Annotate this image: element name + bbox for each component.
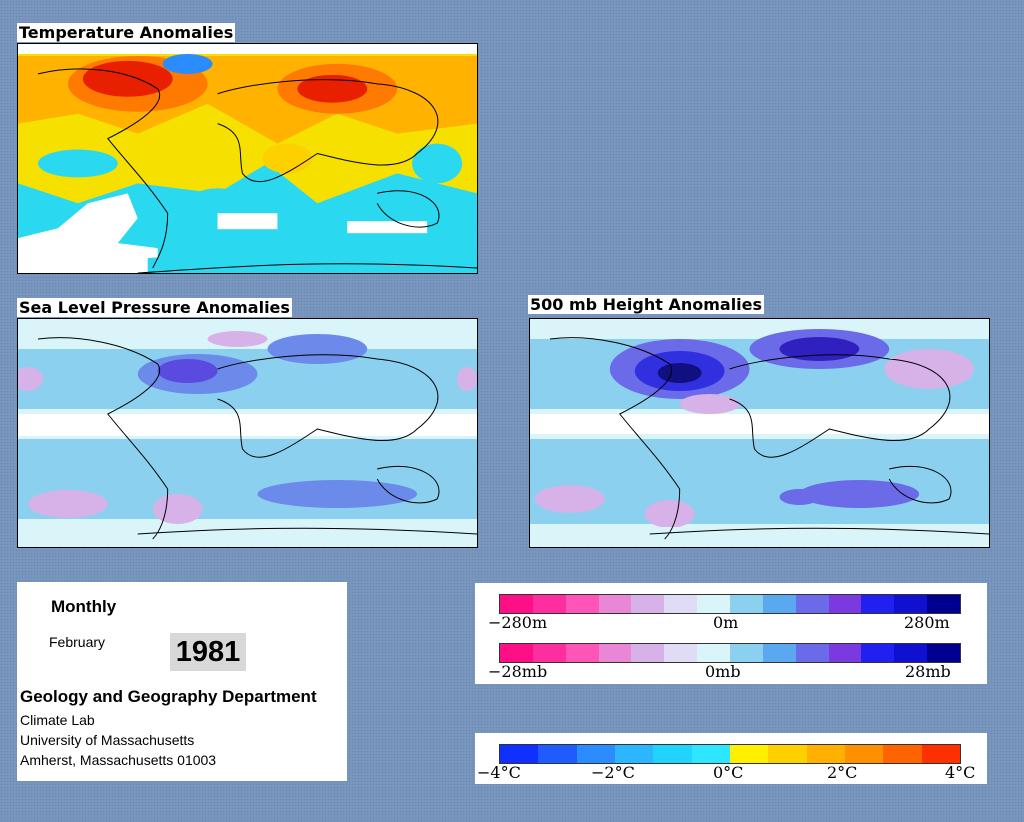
pressure-tick-zero: 0mb xyxy=(705,662,741,681)
month-label: February xyxy=(49,634,106,650)
pressure-tick-labels: −28mb 0mb 28mb xyxy=(475,662,987,682)
university-line: University of Massachusetts xyxy=(20,732,195,748)
temperature-title: Temperature Anomalies xyxy=(17,23,236,42)
height-title: 500 mb Height Anomalies xyxy=(528,295,765,314)
pressure-swatch xyxy=(894,644,928,662)
pressure-swatch xyxy=(500,644,533,662)
height-pressure-legend: −280m 0m 280m −28mb 0mb 28mb xyxy=(475,583,987,684)
height-tick-zero: 0m xyxy=(713,613,739,632)
pressure-swatch xyxy=(565,644,599,662)
temperature-swatch xyxy=(538,745,577,763)
pressure-swatch xyxy=(828,644,862,662)
period-label: Monthly xyxy=(51,597,117,616)
temperature-swatch xyxy=(691,745,730,763)
pressure-tick-max: 28mb xyxy=(905,662,951,681)
height-swatch xyxy=(762,595,796,613)
info-panel: Monthly February 1981 Geology and Geogra… xyxy=(17,582,347,781)
height-swatch xyxy=(861,595,895,613)
pressure-swatch xyxy=(861,644,895,662)
pressure-swatch xyxy=(631,644,665,662)
temp-tick-0: −4°C xyxy=(477,763,521,782)
slp-title: Sea Level Pressure Anomalies xyxy=(17,298,292,317)
height-tick-min: −280m xyxy=(488,613,548,632)
pressure-swatch xyxy=(664,644,698,662)
height-color-bar xyxy=(499,594,961,614)
height-swatch xyxy=(631,595,665,613)
temp-tick-1: −2°C xyxy=(591,763,635,782)
temperature-swatch xyxy=(653,745,692,763)
pressure-color-bar xyxy=(499,643,961,663)
year-label: 1981 xyxy=(170,633,246,671)
temperature-swatch xyxy=(768,745,807,763)
height-swatch xyxy=(927,595,961,613)
temp-tick-4: 4°C xyxy=(945,763,976,782)
pressure-swatch xyxy=(795,644,829,662)
height-anomaly-map xyxy=(529,318,990,548)
height-tick-labels: −280m 0m 280m xyxy=(475,613,987,633)
temperature-swatch xyxy=(614,745,654,763)
temperature-color-bar xyxy=(499,744,961,764)
height-swatch xyxy=(730,595,763,613)
department-label: Geology and Geography Department xyxy=(20,687,317,706)
temperature-swatch xyxy=(729,745,769,763)
height-tick-max: 280m xyxy=(904,613,950,632)
height-swatch xyxy=(697,595,731,613)
temperature-anomaly-map xyxy=(17,43,478,274)
temperature-legend: −4°C −2°C 0°C 2°C 4°C xyxy=(475,733,987,784)
height-swatch xyxy=(565,595,599,613)
pressure-swatch xyxy=(730,644,763,662)
height-swatch xyxy=(828,595,862,613)
slp-anomaly-map xyxy=(17,318,478,548)
temp-tick-3: 2°C xyxy=(827,763,858,782)
temperature-swatch xyxy=(576,745,615,763)
height-swatch xyxy=(795,595,829,613)
lab-line: Climate Lab xyxy=(20,712,95,728)
height-swatch xyxy=(664,595,698,613)
pressure-swatch xyxy=(697,644,731,662)
pressure-swatch xyxy=(762,644,796,662)
temperature-swatch xyxy=(806,745,845,763)
temperature-swatch xyxy=(883,745,922,763)
height-swatch xyxy=(532,595,566,613)
height-swatch xyxy=(500,595,533,613)
height-swatch xyxy=(894,595,928,613)
temp-tick-2: 0°C xyxy=(713,763,744,782)
pressure-tick-min: −28mb xyxy=(488,662,548,681)
pressure-swatch xyxy=(598,644,632,662)
temperature-swatch xyxy=(500,745,539,763)
pressure-swatch xyxy=(927,644,961,662)
temperature-tick-labels: −4°C −2°C 0°C 2°C 4°C xyxy=(475,763,987,783)
temperature-swatch xyxy=(921,745,960,763)
temperature-swatch xyxy=(844,745,884,763)
address-line: Amherst, Massachusetts 01003 xyxy=(20,752,217,768)
pressure-swatch xyxy=(532,644,566,662)
height-swatch xyxy=(598,595,632,613)
